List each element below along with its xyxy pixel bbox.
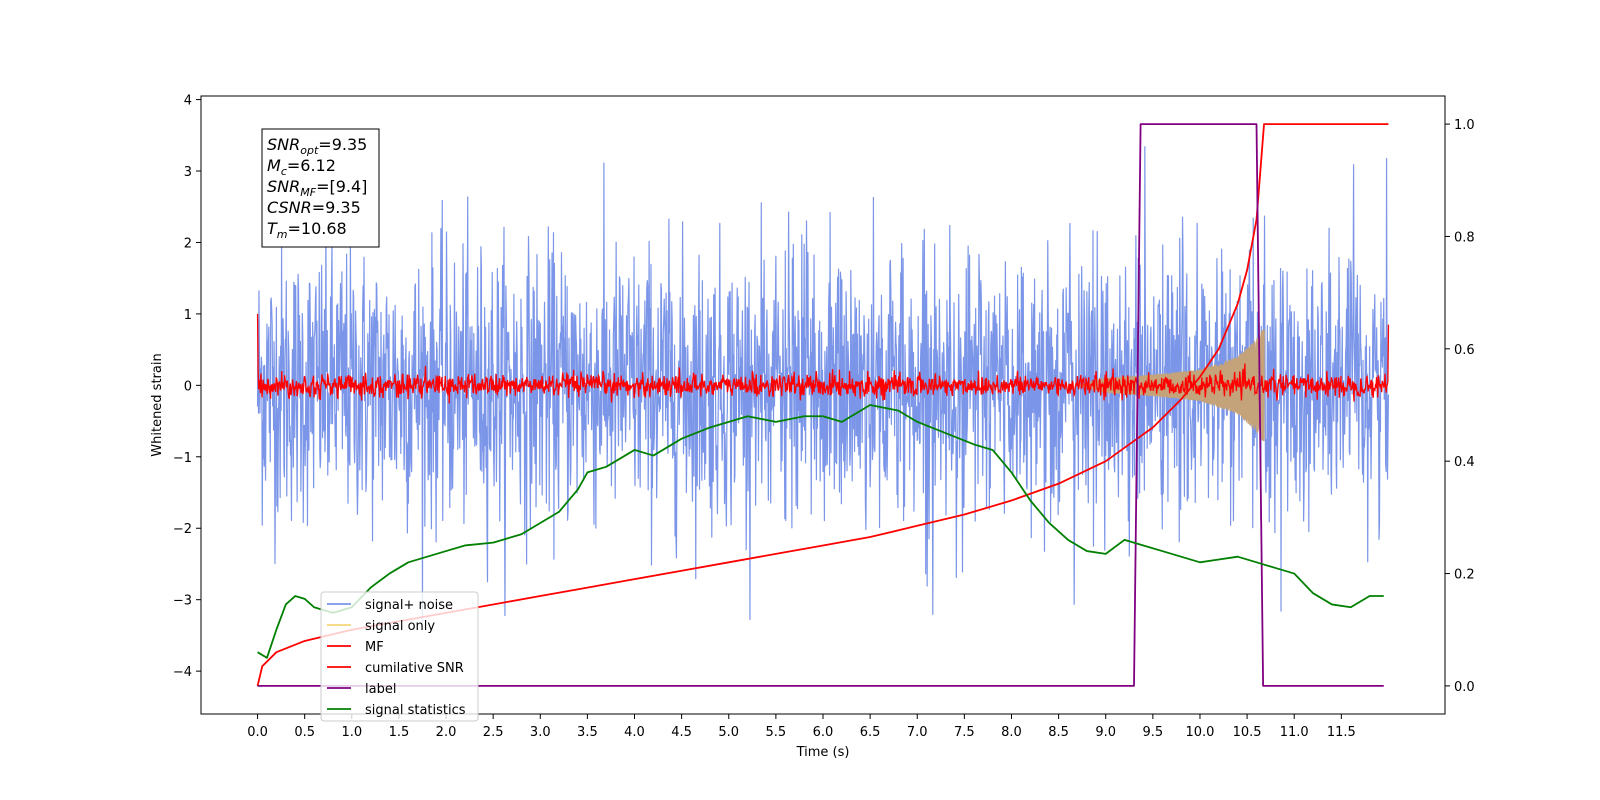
info-line: CSNR=9.35 bbox=[267, 198, 361, 217]
x-tick-label: 5.0 bbox=[718, 725, 739, 740]
info-line-value: =6.12 bbox=[287, 156, 336, 175]
x-tick-label: 1.0 bbox=[341, 725, 362, 740]
info-line-name: SNR bbox=[267, 177, 300, 196]
info-line-subscript: m bbox=[277, 228, 288, 241]
info-line-subscript: MF bbox=[300, 186, 316, 199]
info-line: SNRopt=9.35 bbox=[267, 135, 367, 157]
info-line-name: M bbox=[267, 156, 281, 175]
y-tick-label: −1 bbox=[173, 451, 192, 466]
legend-label-signal-statistics: signal statistics bbox=[365, 703, 466, 718]
x-tick-label: 6.0 bbox=[813, 725, 834, 740]
y2-tick-label: 0.2 bbox=[1454, 568, 1475, 583]
x-tick-label: 9.0 bbox=[1095, 725, 1116, 740]
x-tick-label: 5.5 bbox=[766, 725, 787, 740]
y-tick-label: −3 bbox=[173, 594, 192, 609]
series-signal-only-line bbox=[1077, 329, 1265, 442]
info-box-frame bbox=[261, 128, 380, 248]
x-tick-label: 4.5 bbox=[671, 725, 692, 740]
x-tick-label: 7.5 bbox=[954, 725, 975, 740]
x-tick-label: 8.0 bbox=[1001, 725, 1022, 740]
legend-label-signal-only: signal only bbox=[365, 619, 435, 634]
legend-label-label: label bbox=[365, 682, 396, 697]
x-tick-label: 2.0 bbox=[436, 725, 457, 740]
info-line-subscript: opt bbox=[300, 144, 319, 157]
legend-label-signal-noise: signal+ noise bbox=[365, 598, 453, 613]
y-tick-label: 3 bbox=[184, 165, 192, 180]
series-label-line bbox=[257, 123, 1384, 687]
x-tick-label: 3.5 bbox=[577, 725, 598, 740]
y2-tick-label: 1.0 bbox=[1454, 118, 1475, 133]
y2-tick-label: 0.8 bbox=[1454, 230, 1475, 245]
info-line-value: =[9.4] bbox=[316, 177, 367, 196]
info-line-name: SNR bbox=[267, 135, 300, 154]
x-tick-label: 7.0 bbox=[907, 725, 928, 740]
legend-frame bbox=[320, 591, 479, 722]
legend-label-cumilative-snr: cumilative SNR bbox=[365, 661, 464, 676]
info-line-value: =9.35 bbox=[312, 198, 361, 217]
series-mf-line bbox=[256, 313, 1390, 404]
x-tick-label: 1.5 bbox=[389, 725, 410, 740]
y-tick-label: −2 bbox=[173, 522, 192, 537]
x-tick-label: 0.0 bbox=[247, 725, 268, 740]
y2-tick-label: 0.0 bbox=[1454, 680, 1475, 695]
x-tick-label: 0.5 bbox=[294, 725, 315, 740]
y-tick-label: 2 bbox=[184, 236, 192, 251]
info-line-value: =9.35 bbox=[318, 135, 367, 154]
series-signal-statistics-line bbox=[257, 404, 1384, 659]
info-line-name: T bbox=[267, 219, 278, 238]
axes-layer: 0.0 0.5 1.0 1.5 2.0 2.5 3.0 3.5 4.0 4.5 5.0 5.5 6.0 6… bbox=[150, 94, 1475, 760]
y2-tick-label: 0.6 bbox=[1454, 343, 1475, 358]
info-line: Tm=10.68 bbox=[267, 219, 347, 241]
x-tick-label: 4.0 bbox=[624, 725, 645, 740]
x-tick-label: 2.5 bbox=[483, 725, 504, 740]
legend-label-mf: MF bbox=[365, 640, 384, 655]
info-line-name: CSNR bbox=[267, 198, 312, 217]
x-tick-label: 11.5 bbox=[1327, 725, 1356, 740]
x-axis-title: Time (s) bbox=[796, 745, 850, 760]
info-line: SNRMF=[9.4] bbox=[267, 177, 367, 199]
x-tick-label: 8.5 bbox=[1048, 725, 1069, 740]
x-tick-label: 10.0 bbox=[1185, 725, 1214, 740]
info-box: SNRopt=9.35Mc=6.12SNRMF=[9.4]CSNR=9.35Tm… bbox=[261, 128, 380, 248]
y-tick-label: 4 bbox=[184, 94, 192, 109]
x-tick-label: 11.0 bbox=[1280, 725, 1309, 740]
x-tick-label: 10.5 bbox=[1233, 725, 1262, 740]
x-tick-label: 9.5 bbox=[1143, 725, 1164, 740]
y-tick-label: 1 bbox=[184, 308, 192, 323]
info-line-value: =10.68 bbox=[288, 219, 347, 238]
info-line: Mc=6.12 bbox=[267, 156, 336, 178]
y-axis-title: Whitened strain bbox=[150, 353, 165, 456]
x-tick-label: 3.0 bbox=[530, 725, 551, 740]
y-tick-label: −4 bbox=[173, 665, 192, 680]
info-line-subscript: c bbox=[281, 165, 287, 178]
x-tick-label: 6.5 bbox=[860, 725, 881, 740]
y-tick-label: 0 bbox=[184, 379, 192, 394]
y2-tick-label: 0.4 bbox=[1454, 455, 1475, 470]
legend: signal+ noise signal only MF cumilative SNR… bbox=[320, 591, 479, 722]
